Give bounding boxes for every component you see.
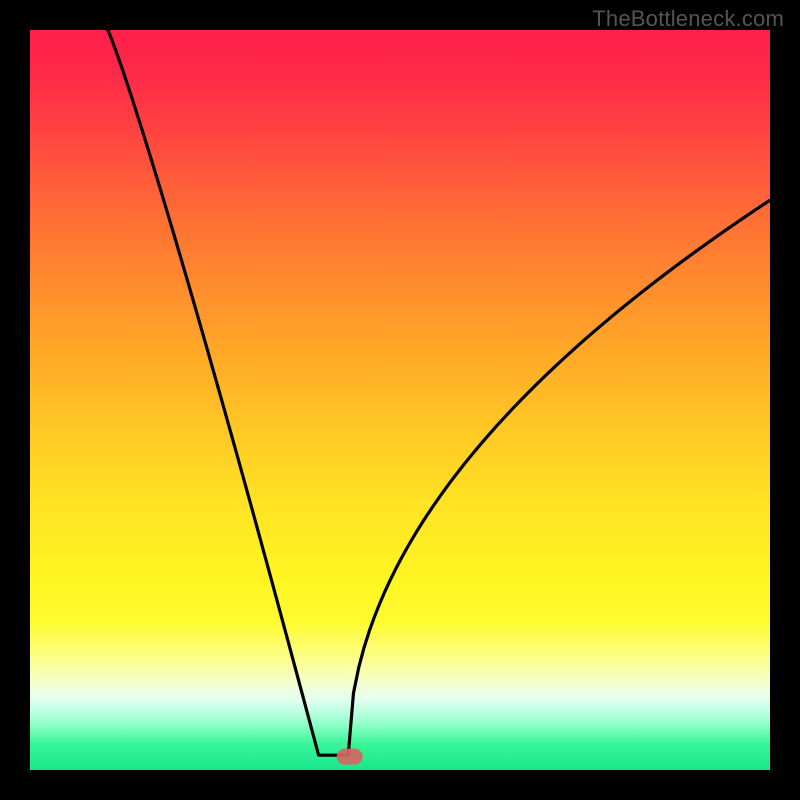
chart-stage: TheBottleneck.com: [0, 0, 800, 800]
watermark-text: TheBottleneck.com: [592, 6, 784, 32]
optimal-marker: [337, 749, 363, 765]
bottleneck-chart: [0, 0, 800, 800]
plot-area: [30, 30, 770, 770]
